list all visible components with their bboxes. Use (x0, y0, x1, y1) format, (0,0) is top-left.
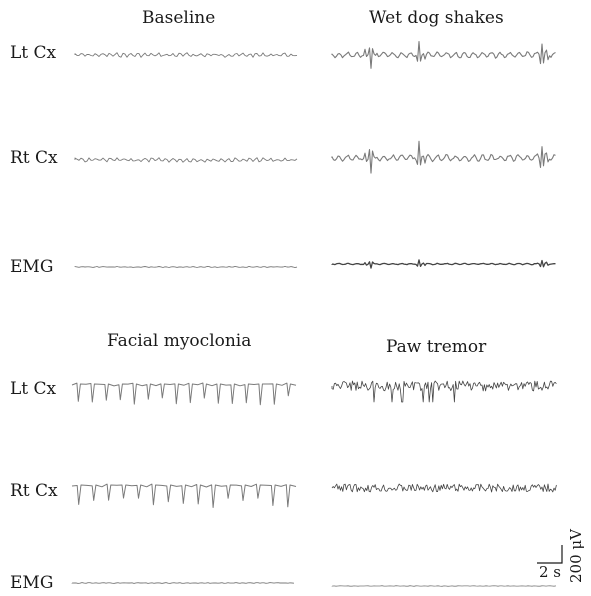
scale-bar-time-label: 2 s (539, 563, 562, 581)
panel-title-paw-tremor: Paw tremor (386, 337, 487, 357)
trace-baseline-lt-cx (74, 52, 298, 58)
trace-pt-rt-cx (331, 483, 557, 493)
trace-wds-emg (331, 259, 556, 269)
trace-wds-rt-cx (331, 140, 556, 174)
trace-fm-lt-cx (71, 382, 297, 406)
trace-baseline-emg (74, 265, 298, 269)
trace-pt-lt-cx (331, 380, 557, 403)
panel-title-wet-dog-shakes: Wet dog shakes (369, 8, 504, 28)
trace-fm-rt-cx (71, 483, 297, 508)
scale-bar (537, 545, 563, 564)
row-label-emg-bottom: EMG (10, 573, 54, 593)
panel-title-baseline: Baseline (142, 8, 216, 28)
row-label-lt-cx-top: Lt Cx (10, 43, 57, 63)
trace-baseline-rt-cx (74, 157, 298, 163)
trace-pt-emg (331, 585, 557, 587)
trace-wds-lt-cx (331, 40, 556, 69)
row-label-rt-cx-bottom: Rt Cx (10, 481, 58, 501)
row-label-emg-top: EMG (10, 257, 54, 277)
row-label-rt-cx-top: Rt Cx (10, 148, 58, 168)
panel-title-facial-myoclonia: Facial myoclonia (107, 331, 252, 351)
row-label-lt-cx-bottom: Lt Cx (10, 379, 57, 399)
trace-fm-emg (71, 582, 295, 584)
scale-bar-amplitude-label: 200 μV (567, 529, 585, 583)
